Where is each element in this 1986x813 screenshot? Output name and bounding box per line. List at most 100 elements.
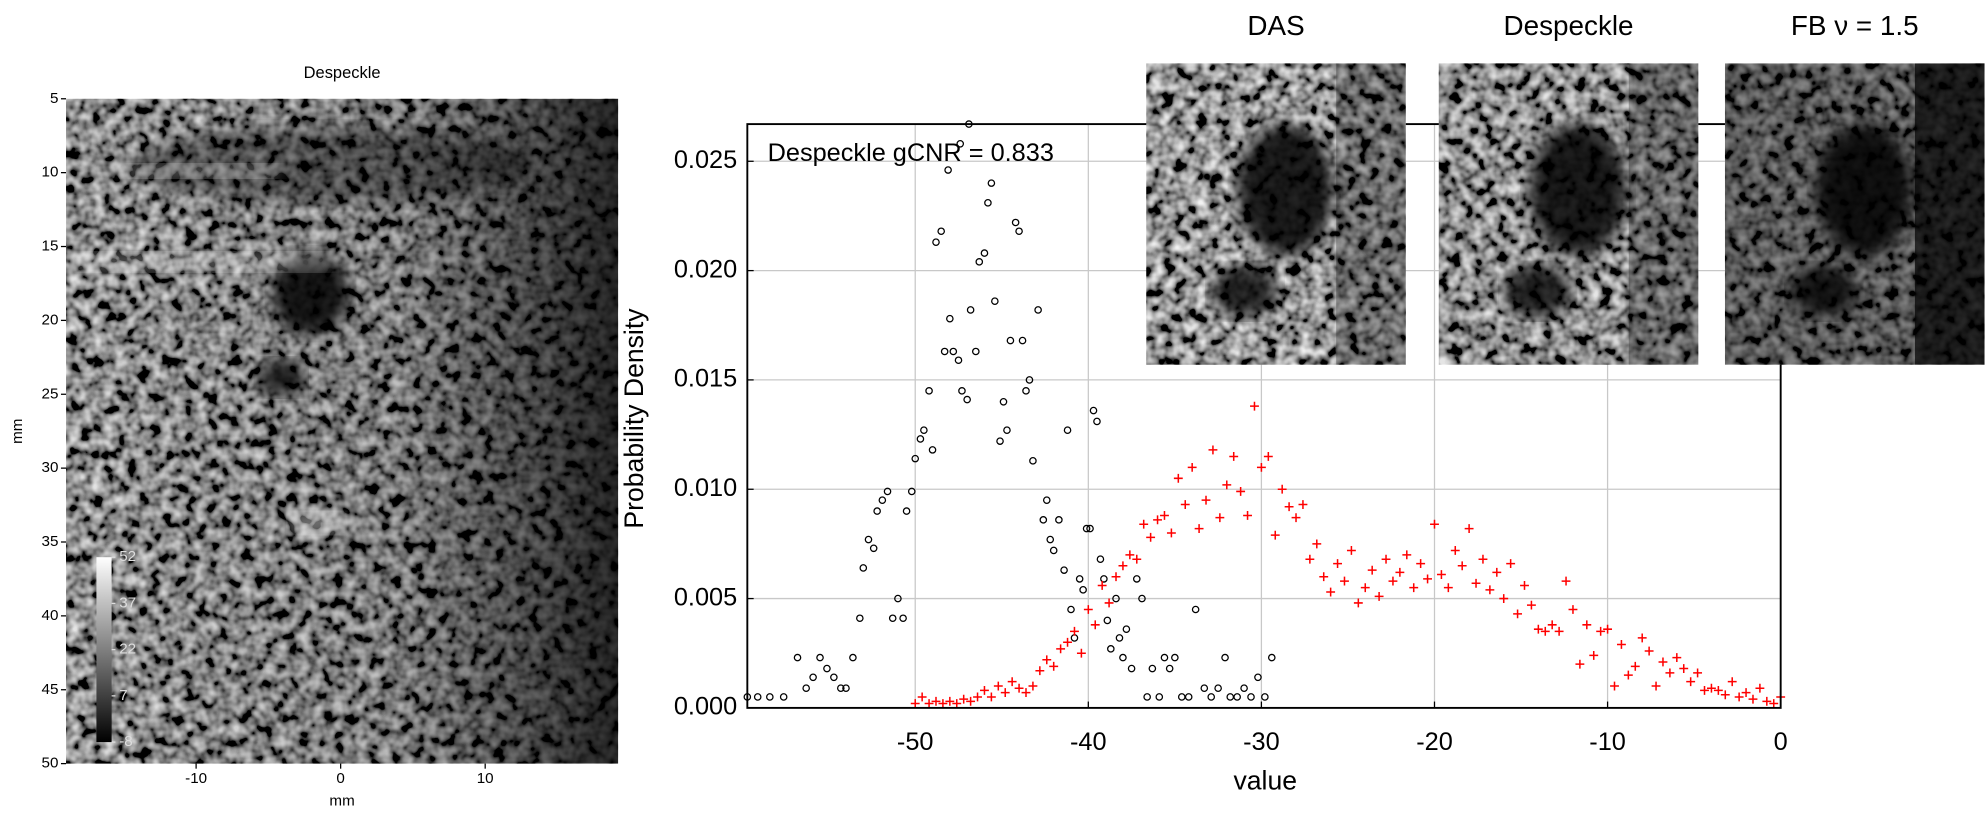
data-point — [1707, 683, 1716, 693]
data-point — [966, 306, 975, 314]
data-point — [1748, 694, 1758, 704]
data-point — [1029, 457, 1037, 465]
data-point — [1353, 598, 1363, 608]
y-axis-label: mm — [9, 419, 26, 444]
y-tick-label: 0.005 — [674, 583, 737, 611]
data-point — [1340, 576, 1349, 586]
data-point — [1035, 666, 1045, 676]
data-point — [1042, 496, 1051, 504]
x-axis-label: mm — [329, 793, 354, 810]
y-tick-label: 0.010 — [674, 474, 737, 502]
data-point — [959, 694, 969, 704]
data-point — [899, 614, 907, 623]
data-point — [1533, 624, 1543, 634]
data-point — [1464, 524, 1474, 534]
data-point — [1025, 376, 1034, 384]
data-point — [1478, 554, 1488, 564]
data-point — [1022, 387, 1030, 395]
y-tick-label: 15 — [42, 238, 59, 255]
y-tick-label: 45 — [42, 681, 59, 698]
data-point — [802, 684, 810, 693]
data-point — [1513, 609, 1523, 619]
data-point — [949, 347, 958, 356]
data-point — [1039, 516, 1048, 524]
data-point — [1138, 594, 1146, 603]
data-point — [1267, 653, 1276, 662]
data-point — [940, 347, 949, 356]
data-point — [1430, 519, 1439, 529]
data-point — [937, 227, 945, 236]
inset-lesion — [1790, 265, 1857, 317]
data-point — [975, 258, 984, 266]
data-point — [1492, 567, 1502, 577]
inset-dark-side — [1336, 63, 1406, 365]
data-point — [963, 395, 971, 404]
x-tick-label: 0 — [1774, 728, 1788, 756]
data-point — [1561, 576, 1571, 586]
data-point — [842, 684, 850, 693]
data-point — [1173, 473, 1183, 483]
data-point — [1089, 406, 1098, 415]
data-point — [1139, 519, 1149, 529]
y-tick-label: 10 — [42, 164, 59, 181]
data-point — [1388, 576, 1398, 586]
data-point — [1093, 417, 1101, 426]
data-point — [1291, 513, 1301, 523]
data-point — [1409, 583, 1419, 593]
data-point — [1125, 550, 1135, 560]
data-point — [1755, 683, 1765, 693]
data-point — [1506, 559, 1516, 569]
data-point — [1115, 634, 1124, 642]
data-point — [1021, 688, 1031, 698]
data-point — [1381, 554, 1391, 564]
data-point — [1769, 699, 1779, 708]
data-point — [1222, 480, 1232, 490]
data-point — [928, 446, 937, 454]
data-point — [1046, 535, 1055, 544]
data-point — [1187, 462, 1197, 472]
data-point — [945, 696, 955, 706]
data-point — [1247, 693, 1255, 701]
data-point — [1610, 681, 1619, 691]
data-point — [1395, 567, 1405, 577]
data-point — [1236, 486, 1246, 496]
data-point — [1644, 646, 1654, 656]
y-tick-label: 20 — [42, 311, 59, 328]
data-point — [1374, 591, 1384, 601]
data-point — [1104, 598, 1114, 608]
data-point — [1096, 555, 1105, 564]
data-point — [1090, 620, 1100, 630]
y-tick-label: 50 — [42, 755, 59, 772]
data-point — [1568, 605, 1578, 614]
inset-lesion — [1816, 124, 1913, 256]
data-point — [1166, 528, 1176, 538]
data-point — [1171, 653, 1179, 662]
data-point — [1165, 664, 1174, 673]
inset-dark-side — [1914, 63, 1985, 365]
data-point — [996, 437, 1004, 445]
data-point — [1076, 648, 1086, 658]
data-point — [938, 699, 948, 708]
data-point — [809, 673, 817, 682]
data-point — [1208, 445, 1218, 455]
data-point — [1582, 620, 1592, 630]
y-tick-label: 30 — [42, 459, 59, 476]
data-point — [916, 435, 925, 443]
data-point — [1063, 426, 1072, 435]
x-axis-label: value — [1233, 766, 1297, 796]
y-tick-label: 5 — [50, 90, 58, 107]
data-point — [1056, 644, 1066, 654]
data-point — [1499, 594, 1509, 604]
image-title: Despeckle — [304, 64, 381, 82]
data-point — [1132, 554, 1142, 564]
data-point — [993, 681, 1003, 691]
data-point — [925, 387, 933, 395]
data-point — [987, 179, 996, 187]
data-point — [753, 693, 762, 701]
inset-lesion — [1504, 265, 1571, 317]
data-point — [1720, 690, 1730, 700]
data-point — [1148, 664, 1157, 673]
data-point — [1471, 578, 1481, 588]
data-point — [1067, 605, 1075, 614]
data-point — [1160, 653, 1169, 662]
